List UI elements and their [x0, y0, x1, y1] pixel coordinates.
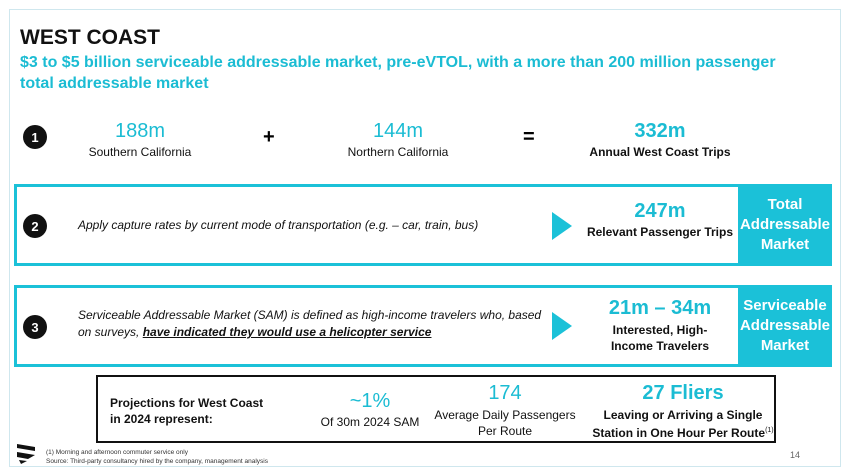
- northern-california-stat: 144m Northern California: [338, 120, 458, 159]
- daily-passengers-stat: 174 Average Daily Passengers Per Route: [430, 382, 580, 439]
- stat-label: Northern California: [347, 145, 449, 159]
- sam-share-stat: ~1% Of 30m 2024 SAM: [310, 390, 430, 429]
- stat-label: Southern California: [88, 145, 192, 159]
- page-number: 14: [790, 450, 801, 460]
- source-note: Source: Third-party consultancy hired by…: [46, 458, 268, 465]
- stat-value: 332m: [634, 120, 686, 142]
- page-title: WEST COAST: [20, 26, 160, 49]
- stat-label: Of 30m 2024 SAM: [320, 415, 420, 429]
- arrow-right-icon: [552, 312, 572, 340]
- stat-value: 144m: [372, 120, 424, 142]
- step-1-badge: 1: [23, 125, 47, 149]
- footnote: (1) Morning and afternoon commuter servi…: [46, 449, 188, 456]
- fliers-label-text: Leaving or Arriving a Single Station in …: [592, 408, 766, 440]
- stat-label: Relevant Passenger Trips: [586, 225, 734, 239]
- projections-box: [96, 375, 776, 443]
- stat-label: Average Daily Passengers Per Route: [434, 408, 576, 438]
- stat-value: 27 Fliers: [642, 382, 724, 404]
- arrow-right-icon: [552, 212, 572, 240]
- step-2-text: Apply capture rates by current mode of t…: [78, 218, 479, 232]
- page-subtitle: $3 to $5 billion serviceable addressable…: [20, 54, 776, 92]
- tam-label: Total Addressable Market: [738, 184, 832, 266]
- stat-value: ~1%: [349, 390, 391, 412]
- sam-stat: 21m – 34m Interested, High-Income Travel…: [585, 297, 735, 354]
- stat-value: 188m: [114, 120, 166, 142]
- plus-sign: +: [263, 126, 275, 148]
- west-coast-total-stat: 332m Annual West Coast Trips: [580, 120, 740, 159]
- fliers-stat: 27 Fliers Leaving or Arriving a Single S…: [588, 382, 778, 441]
- slide-frame: [9, 9, 841, 467]
- projections-label: Projections for West Coast in 2024 repre…: [110, 396, 264, 426]
- step-3-text-main: Serviceable Addressable Market (SAM) is …: [78, 308, 542, 339]
- stat-label: Leaving or Arriving a Single Station in …: [588, 407, 778, 441]
- stat-label: Annual West Coast Trips: [589, 145, 731, 159]
- step-2-box: [14, 184, 754, 266]
- stat-value: 21m – 34m: [608, 297, 712, 319]
- step-3-badge: 3: [23, 315, 47, 339]
- company-logo-icon: [17, 444, 35, 464]
- step-3-text-emphasis: have indicated they would use a helicopt…: [142, 325, 432, 339]
- tam-stat: 247m Relevant Passenger Trips: [585, 200, 735, 239]
- stat-label: Interested, High-Income Travelers: [610, 323, 710, 353]
- step-3-text: Serviceable Addressable Market (SAM) is …: [78, 307, 548, 341]
- stat-value: 174: [488, 382, 522, 404]
- footnote-ref: (1): [765, 427, 774, 434]
- step-2-badge: 2: [23, 214, 47, 238]
- step-3-box: [14, 285, 754, 367]
- sam-label: Serviceable Addressable Market: [738, 285, 832, 367]
- equals-sign: =: [523, 126, 535, 148]
- southern-california-stat: 188m Southern California: [80, 120, 200, 159]
- stat-value: 247m: [634, 200, 686, 222]
